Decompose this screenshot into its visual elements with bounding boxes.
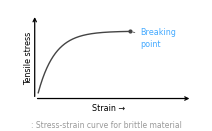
Text: Breaking
point: Breaking point bbox=[133, 28, 176, 49]
Text: : Stress-strain curve for brittle material: : Stress-strain curve for brittle materi… bbox=[31, 121, 181, 130]
Text: Tensile stress: Tensile stress bbox=[24, 32, 33, 85]
Text: Strain →: Strain → bbox=[92, 104, 125, 113]
